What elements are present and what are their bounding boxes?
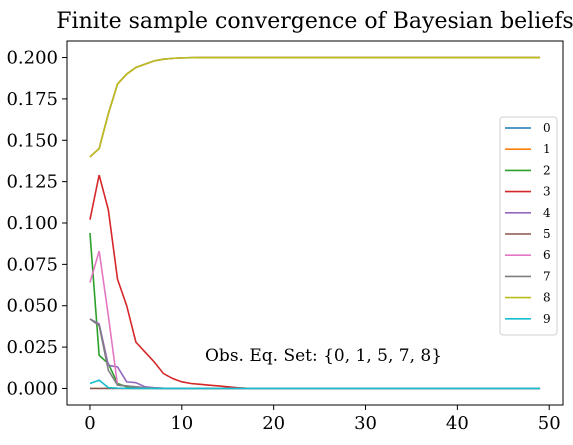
- x-tick-label: 40: [446, 413, 469, 434]
- plot-area: [89, 56, 541, 390]
- legend-label-0: 0: [543, 121, 551, 135]
- x-tick-label: 30: [354, 413, 377, 434]
- annotation-text: Obs. Eq. Set: {0, 1, 5, 7, 8}: [205, 346, 442, 366]
- series-line-6: [89, 250, 541, 390]
- series-line-0: [89, 56, 541, 158]
- x-tick-label: 20: [262, 413, 285, 434]
- legend-label-9: 9: [543, 312, 551, 326]
- x-tick-label: 0: [84, 413, 95, 434]
- y-tick-label: 0.075: [6, 254, 58, 275]
- legend-label-4: 4: [543, 206, 551, 220]
- legend-label-1: 1: [543, 142, 551, 156]
- legend-label-2: 2: [543, 163, 551, 177]
- y-axis: 0.000 0.025 0.050 0.075 0.100 0.125 0.150 0.175…: [6, 48, 67, 399]
- chart-title: Finite sample convergence of Bayesian be…: [56, 9, 573, 34]
- y-tick-label: 0.025: [6, 337, 58, 358]
- x-axis: 0 10 20 30 40 50: [84, 405, 561, 434]
- y-tick-label: 0.150: [6, 130, 58, 151]
- legend-box: [499, 116, 558, 336]
- legend-label-6: 6: [543, 248, 551, 262]
- x-tick-label: 50: [538, 413, 561, 434]
- series-line-9: [89, 379, 541, 390]
- x-tick-label: 10: [170, 413, 193, 434]
- legend: 0 1 2 3 4 5 6 7 8 9: [499, 116, 558, 336]
- y-tick-label: 0.200: [6, 48, 58, 69]
- y-tick-label: 0.175: [6, 89, 58, 110]
- series-line-8: [89, 56, 541, 158]
- series-line-1: [89, 56, 541, 158]
- legend-label-3: 3: [543, 185, 551, 199]
- legend-label-8: 8: [543, 291, 551, 305]
- legend-label-5: 5: [543, 227, 551, 241]
- y-tick-label: 0.100: [6, 213, 58, 234]
- y-tick-label: 0.050: [6, 296, 58, 317]
- y-tick-label: 0.125: [6, 172, 58, 193]
- legend-label-7: 7: [543, 269, 551, 283]
- y-tick-label: 0.000: [6, 378, 58, 399]
